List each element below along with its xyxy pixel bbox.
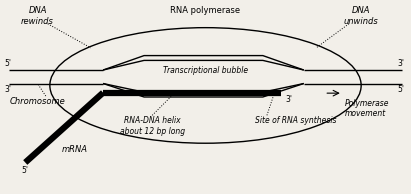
Text: Chromosome: Chromosome	[10, 97, 65, 106]
Text: Polymerase
movement: Polymerase movement	[345, 99, 389, 118]
Text: 3': 3'	[397, 59, 404, 68]
Text: 3': 3'	[285, 95, 292, 104]
Text: DNA
unwinds: DNA unwinds	[344, 6, 379, 26]
Text: mRNA: mRNA	[62, 145, 88, 153]
Text: RNA-DNA helix
about 12 bp long: RNA-DNA helix about 12 bp long	[120, 116, 185, 136]
Text: 3': 3'	[5, 85, 12, 94]
Text: RNA polymerase: RNA polymerase	[171, 6, 240, 16]
Text: DNA
rewinds: DNA rewinds	[21, 6, 54, 26]
Text: Transcriptional bubble: Transcriptional bubble	[163, 67, 248, 75]
Text: Site of RNA synthesis: Site of RNA synthesis	[255, 116, 336, 125]
Text: 5': 5'	[21, 166, 28, 175]
Text: 5': 5'	[5, 59, 12, 68]
Text: 5': 5'	[397, 85, 404, 94]
